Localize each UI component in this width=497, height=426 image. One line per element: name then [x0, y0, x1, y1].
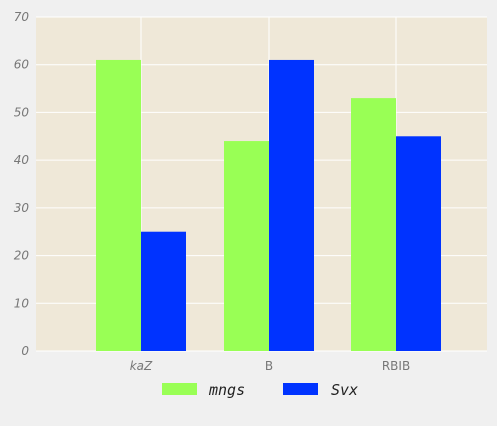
y-tick-label: 0 — [21, 344, 29, 358]
legend-label-Svx: Svx — [331, 381, 358, 399]
bar-Svx-B — [269, 59, 314, 351]
bar-mngs-RBIB — [351, 98, 396, 351]
x-tick-label: RBIB — [382, 359, 410, 373]
bar-mngs-B — [224, 141, 269, 351]
legend-swatch-Svx — [283, 383, 318, 395]
y-tick-label: 10 — [14, 296, 30, 310]
legend-label-mngs: mngs — [208, 381, 245, 399]
legend-swatch-mngs — [162, 383, 197, 395]
bars — [96, 59, 441, 351]
y-tick-label: 60 — [14, 58, 30, 72]
y-tick-label: 30 — [14, 201, 30, 215]
bar-mngs-kaZ — [96, 59, 141, 351]
legend: mngs Svx — [162, 381, 358, 399]
y-axis-tick-labels: 0 10 20 30 40 50 60 70 — [14, 10, 30, 358]
x-axis-tick-labels: kaZ B RBIB — [130, 359, 410, 373]
x-tick-label: kaZ — [130, 359, 153, 373]
y-tick-label: 50 — [14, 105, 30, 119]
y-tick-label: 40 — [14, 153, 30, 167]
bar-Svx-RBIB — [396, 136, 441, 351]
y-tick-label: 70 — [14, 10, 30, 24]
y-tick-label: 20 — [14, 249, 30, 263]
bar-Svx-kaZ — [141, 231, 186, 351]
x-tick-label: B — [265, 359, 273, 373]
